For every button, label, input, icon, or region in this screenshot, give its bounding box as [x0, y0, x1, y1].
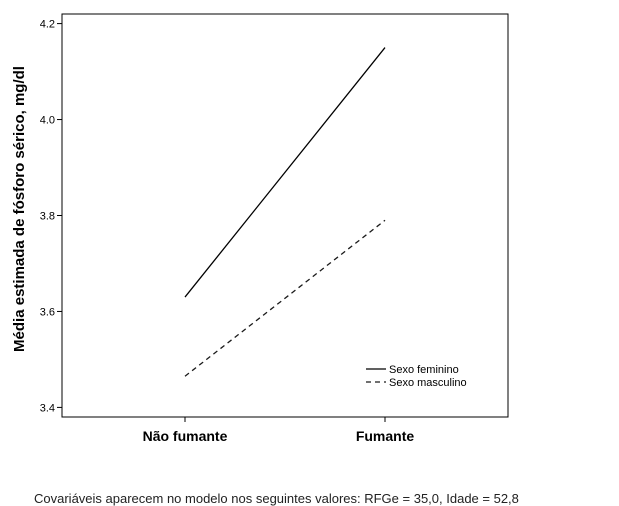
y-axis-title: Média estimada de fósforo sérico, mg/dl [11, 66, 28, 352]
x-axis: Não fumante Fumante [143, 417, 415, 444]
y-tick-label: 3.4 [40, 402, 55, 414]
series-line-1 [184, 47, 386, 298]
y-tick-label: 4.0 [40, 115, 55, 127]
x-tick-label: Não fumante [143, 428, 228, 444]
y-tick-label: 3.6 [40, 306, 55, 318]
series-line-2 [184, 219, 386, 377]
x-tick-label: Fumante [356, 428, 415, 444]
y-tick-label: 4.2 [40, 19, 55, 31]
legend-label: Sexo feminino [389, 364, 459, 376]
series-layer [184, 47, 386, 377]
y-axis: 3.4 3.6 3.8 4.0 4.2 [40, 19, 62, 414]
covariates-footnote: Covariáveis aparecem no modelo nos segui… [34, 491, 519, 506]
plot-frame [61, 13, 509, 418]
y-tick-label: 3.8 [40, 211, 55, 223]
legend-label: Sexo masculino [389, 377, 467, 389]
